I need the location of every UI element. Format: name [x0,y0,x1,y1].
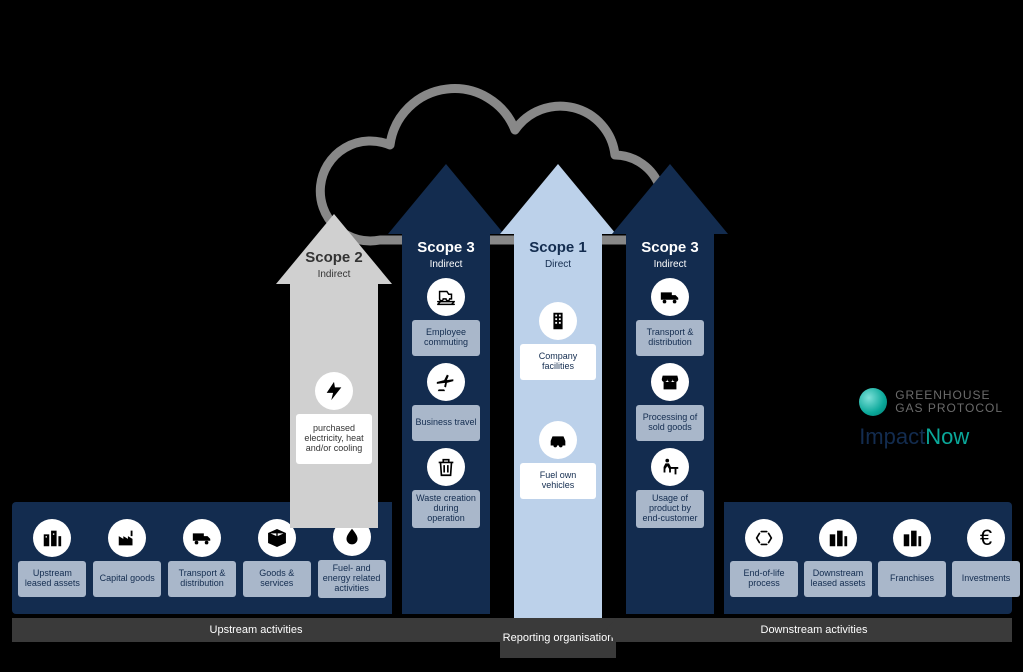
scope3b-item-0: Transport & distribution [630,278,710,356]
scope2-item: purchased electricity, heat and/or cooli… [294,372,374,464]
scope3a-title: Scope 3 [417,240,475,255]
building-icon [539,302,577,340]
scope1-item-0: Company facilities [518,302,598,380]
scope3a-item-1-label: Business travel [412,405,480,441]
downstream-item-3-label: Investments [952,561,1020,597]
scope3-upstream-arrow: Scope 3 Indirect Employee commuting Busi… [388,164,504,614]
scope3b-item-2-label: Usage of product by end-customer [636,490,704,528]
scope2-sub: Indirect [318,269,351,280]
scope1-item-0-label: Company facilities [520,344,596,380]
upstream-item-3-label: Goods & services [243,561,311,597]
scope1-item-1-label: Fuel own vehicles [520,463,596,499]
scope1-item-1: Fuel own vehicles [518,421,598,499]
scope3a-item-1: Business travel [406,363,486,441]
downstream-item-3: € Investments [952,519,1020,597]
now-text: Now [925,424,969,449]
upstream-item-4: Fuel- and energy related activities [317,518,386,598]
ghg-protocol-logo: GREENHOUSE GAS PROTOCOL [859,388,1003,416]
scope3-downstream-arrow: Scope 3 Indirect Transport & distributio… [612,164,728,614]
scope1-title: Scope 1 [529,240,587,255]
ghg-dot-icon [859,388,887,416]
upstream-item-1: Capital goods [93,519,162,597]
upstream-item-3: Goods & services [242,519,311,597]
scope3b-item-1: Processing of sold goods [630,363,710,441]
reporting-org-label: Reporting organisation [500,618,616,658]
shop-icon [651,363,689,401]
trash-icon [427,448,465,486]
scope3b-item-1-label: Processing of sold goods [636,405,704,441]
upstream-item-0-label: Upstream leased assets [18,561,86,597]
scope3a-item-0: Employee commuting [406,278,486,356]
scope2-title: Scope 2 [305,250,363,265]
scope3a-item-2-label: Waste creation during operation [412,490,480,528]
ghg-line2: GAS PROTOCOL [895,402,1003,415]
upstream-item-2-label: Transport & distribution [168,561,236,597]
scope3b-item-0-label: Transport & distribution [636,320,704,356]
scope1-sub: Direct [545,259,571,270]
scope3b-title: Scope 3 [641,240,699,255]
city-icon [819,519,857,557]
scope3a-sub: Indirect [430,259,463,270]
city-icon [893,519,931,557]
downstream-item-2-label: Franchises [878,561,946,597]
downstream-item-0-label: End-of-life process [730,561,798,597]
upstream-item-4-label: Fuel- and energy related activities [318,560,386,598]
downstream-item-0: End-of-life process [730,519,798,597]
downstream-item-1-label: Downstream leased assets [804,561,872,597]
scope2-arrow: Scope 2 Indirect purchased electricity, … [276,214,392,528]
euro-icon: € [967,519,1005,557]
downstream-item-1: Downstream leased assets [804,519,872,597]
logos: GREENHOUSE GAS PROTOCOL ImpactNow [859,388,1003,450]
bolt-icon [315,372,353,410]
scope3b-sub: Indirect [654,259,687,270]
impact-text: Impact [859,424,925,449]
scope2-item-label: purchased electricity, heat and/or cooli… [296,414,372,464]
recycle-icon [745,519,783,557]
travel-icon [427,363,465,401]
city-icon [33,519,71,557]
truck-icon [183,519,221,557]
upstream-item-1-label: Capital goods [93,561,161,597]
factory-icon [108,519,146,557]
downstream-bar: End-of-life process Downstream leased as… [724,502,1012,614]
commute-icon [427,278,465,316]
upstream-activities-label: Upstream activities [12,618,500,642]
upstream-item-2: Transport & distribution [168,519,237,597]
scope3a-item-0-label: Employee commuting [412,320,480,356]
scope3b-item-2: Usage of product by end-customer [630,448,710,528]
truck-icon [651,278,689,316]
scope3a-item-2: Waste creation during operation [406,448,486,528]
car-icon [539,421,577,459]
downstream-activities-label: Downstream activities [616,618,1012,642]
diagram-canvas: Scope 2 Indirect purchased electricity, … [0,0,1023,672]
scope1-arrow: Scope 1 Direct Company facilities Fuel o… [500,164,616,630]
impactnow-logo: ImpactNow [859,424,1003,450]
desk-icon [651,448,689,486]
upstream-item-0: Upstream leased assets [18,519,87,597]
downstream-item-2: Franchises [878,519,946,597]
